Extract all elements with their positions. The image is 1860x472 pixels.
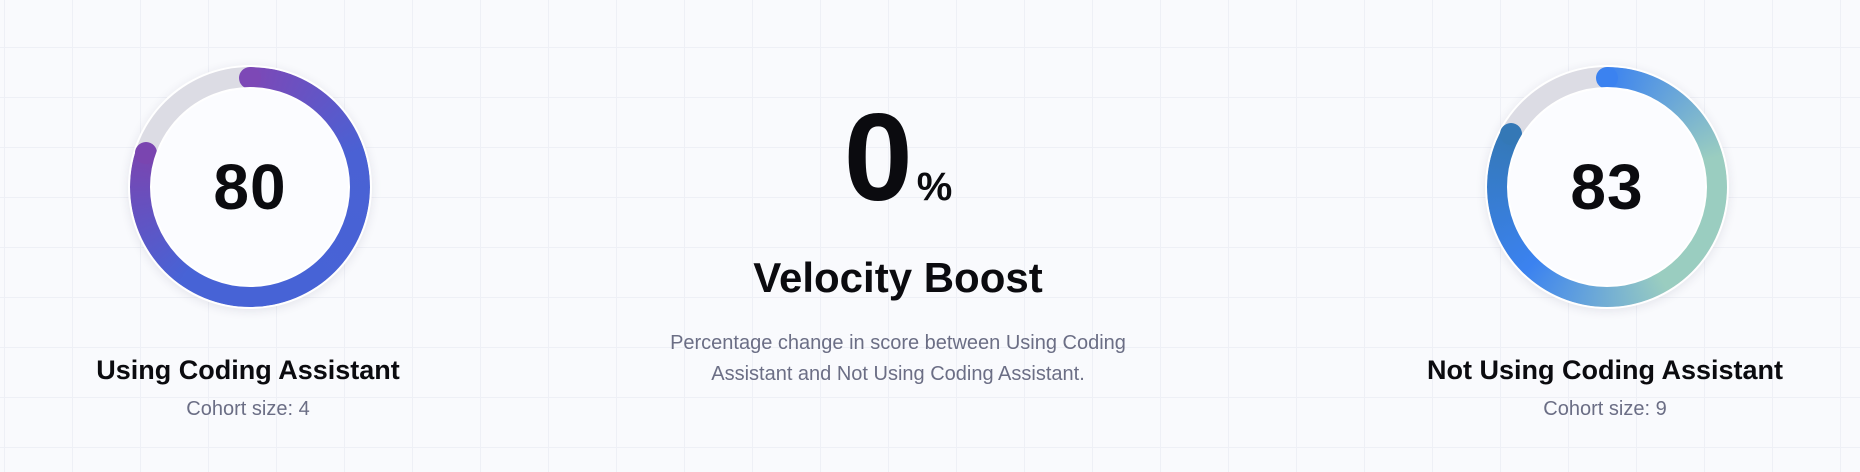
ring-cap-start bbox=[1596, 66, 1618, 89]
boost-unit: % bbox=[916, 165, 953, 209]
score-ring-using-assistant: 80 bbox=[128, 65, 372, 309]
score-value: 83 bbox=[1570, 151, 1644, 223]
ring-inner bbox=[150, 87, 350, 287]
score-value: 80 bbox=[213, 151, 287, 223]
ring-inner bbox=[1507, 87, 1707, 287]
ring-cap-start bbox=[239, 66, 261, 89]
cohort-label-not-using: Not Using Coding Assistant bbox=[1427, 355, 1783, 385]
cohort-size-not-using: Cohort size: 9 bbox=[1543, 398, 1667, 420]
cohort-label-using: Using Coding Assistant bbox=[96, 355, 400, 385]
boost-value: 0% bbox=[648, 96, 1148, 220]
boost-title: Velocity Boost bbox=[753, 254, 1043, 301]
cohort-size-using: Cohort size: 4 bbox=[186, 398, 310, 420]
ring-cap-end bbox=[134, 142, 157, 165]
ring-cap-end bbox=[1500, 123, 1523, 146]
score-ring-not-using-assistant: 83 bbox=[1485, 65, 1729, 309]
boost-number: 0 bbox=[843, 89, 913, 227]
boost-description: Percentage change in score between Using… bbox=[670, 332, 1126, 385]
